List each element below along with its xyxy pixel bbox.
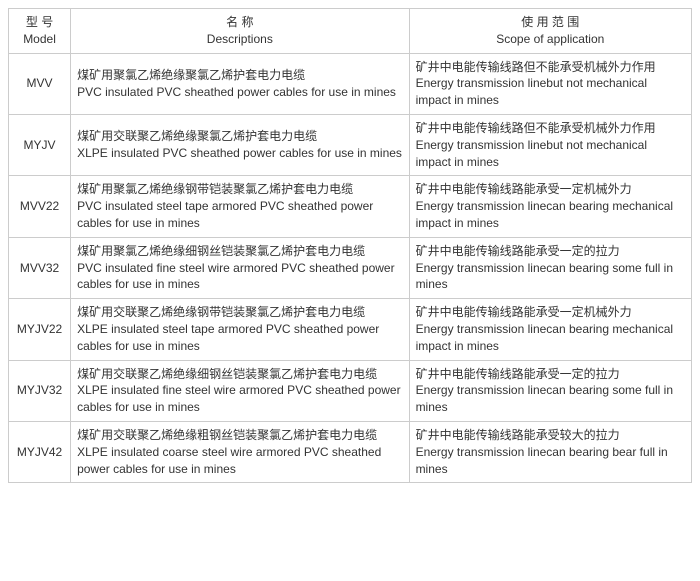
cell-scope: 矿井中电能传输线路但不能承受机械外力作用 Energy transmission …	[409, 53, 691, 114]
table-row: MYJV32 煤矿用交联聚乙烯绝缘细钢丝铠装聚氯乙烯护套电力电缆 XLPE insu…	[9, 360, 692, 421]
cell-model: MVV	[9, 53, 71, 114]
cell-description: 煤矿用聚氯乙烯绝缘聚氯乙烯护套电力电缆 PVC insulated PVC she…	[71, 53, 409, 114]
cell-scope: 矿井中电能传输线路但不能承受机械外力作用 Energy transmission …	[409, 114, 691, 175]
cable-spec-table: 型 号 Model 名 称 Descriptions 使 用 范 围 Scope…	[8, 8, 692, 483]
scope-en: Energy transmission linebut not mechanic…	[416, 76, 647, 107]
cell-description: 煤矿用交联聚乙烯绝缘粗钢丝铠装聚氯乙烯护套电力电缆 XLPE insulated …	[71, 421, 409, 482]
table-row: MVV22 煤矿用聚氯乙烯绝缘钢带铠装聚氯乙烯护套电力电缆 PVC insulate…	[9, 176, 692, 237]
header-scope-zh: 使 用 范 围	[521, 15, 579, 29]
header-desc-zh: 名 称	[226, 15, 253, 29]
scope-zh: 矿井中电能传输线路能承受一定机械外力	[416, 305, 632, 319]
scope-zh: 矿井中电能传输线路能承受一定机械外力	[416, 182, 632, 196]
desc-en: PVC insulated PVC sheathed power cables …	[77, 85, 396, 99]
desc-zh: 煤矿用交联聚乙烯绝缘细钢丝铠装聚氯乙烯护套电力电缆	[77, 367, 377, 381]
desc-zh: 煤矿用聚氯乙烯绝缘钢带铠装聚氯乙烯护套电力电缆	[77, 182, 353, 196]
desc-en: XLPE insulated coarse steel wire armored…	[77, 445, 381, 476]
header-model-zh: 型 号	[26, 15, 53, 29]
cell-model: MYJV	[9, 114, 71, 175]
scope-en: Energy transmission linebut not mechanic…	[416, 138, 647, 169]
cell-model: MYJV32	[9, 360, 71, 421]
cell-scope: 矿井中电能传输线路能承受一定机械外力 Energy transmission li…	[409, 176, 691, 237]
desc-en: XLPE insulated fine steel wire armored P…	[77, 383, 401, 414]
cell-description: 煤矿用聚氯乙烯绝缘细钢丝铠装聚氯乙烯护套电力电缆 PVC insulated fi…	[71, 237, 409, 298]
header-model-en: Model	[23, 32, 56, 46]
header-scope: 使 用 范 围 Scope of application	[409, 9, 691, 54]
scope-en: Energy transmission linecan bearing mech…	[416, 199, 673, 230]
cell-description: 煤矿用聚氯乙烯绝缘钢带铠装聚氯乙烯护套电力电缆 PVC insulated ste…	[71, 176, 409, 237]
scope-en: Energy transmission linecan bearing some…	[416, 383, 673, 414]
desc-en: XLPE insulated steel tape armored PVC sh…	[77, 322, 379, 353]
table-row: MYJV 煤矿用交联聚乙烯绝缘聚氯乙烯护套电力电缆 XLPE insulated P…	[9, 114, 692, 175]
cell-model: MVV22	[9, 176, 71, 237]
cell-model: MYJV42	[9, 421, 71, 482]
header-desc: 名 称 Descriptions	[71, 9, 409, 54]
table-header-row: 型 号 Model 名 称 Descriptions 使 用 范 围 Scope…	[9, 9, 692, 54]
scope-en: Energy transmission linecan bearing some…	[416, 261, 673, 292]
cell-model: MYJV22	[9, 299, 71, 360]
desc-zh: 煤矿用聚氯乙烯绝缘聚氯乙烯护套电力电缆	[77, 68, 305, 82]
desc-zh: 煤矿用交联聚乙烯绝缘聚氯乙烯护套电力电缆	[77, 129, 317, 143]
desc-en: PVC insulated steel tape armored PVC she…	[77, 199, 373, 230]
desc-en: XLPE insulated PVC sheathed power cables…	[77, 146, 402, 160]
header-model: 型 号 Model	[9, 9, 71, 54]
desc-zh: 煤矿用聚氯乙烯绝缘细钢丝铠装聚氯乙烯护套电力电缆	[77, 244, 365, 258]
cell-description: 煤矿用交联聚乙烯绝缘细钢丝铠装聚氯乙烯护套电力电缆 XLPE insulated …	[71, 360, 409, 421]
header-scope-en: Scope of application	[496, 32, 604, 46]
table-body: MVV 煤矿用聚氯乙烯绝缘聚氯乙烯护套电力电缆 PVC insulated PVC …	[9, 53, 692, 483]
table-row: MYJV42 煤矿用交联聚乙烯绝缘粗钢丝铠装聚氯乙烯护套电力电缆 XLPE insu…	[9, 421, 692, 482]
scope-en: Energy transmission linecan bearing bear…	[416, 445, 668, 476]
desc-zh: 煤矿用交联聚乙烯绝缘粗钢丝铠装聚氯乙烯护套电力电缆	[77, 428, 377, 442]
cell-description: 煤矿用交联聚乙烯绝缘聚氯乙烯护套电力电缆 XLPE insulated PVC s…	[71, 114, 409, 175]
cell-model: MVV32	[9, 237, 71, 298]
table-row: MVV 煤矿用聚氯乙烯绝缘聚氯乙烯护套电力电缆 PVC insulated PVC …	[9, 53, 692, 114]
scope-zh: 矿井中电能传输线路但不能承受机械外力作用	[416, 121, 656, 135]
cell-scope: 矿井中电能传输线路能承受较大的拉力 Energy transmission lin…	[409, 421, 691, 482]
scope-zh: 矿井中电能传输线路但不能承受机械外力作用	[416, 60, 656, 74]
header-desc-en: Descriptions	[207, 32, 273, 46]
table-row: MVV32 煤矿用聚氯乙烯绝缘细钢丝铠装聚氯乙烯护套电力电缆 PVC insulat…	[9, 237, 692, 298]
scope-zh: 矿井中电能传输线路能承受较大的拉力	[416, 428, 620, 442]
scope-zh: 矿井中电能传输线路能承受一定的拉力	[416, 367, 620, 381]
desc-zh: 煤矿用交联聚乙烯绝缘钢带铠装聚氯乙烯护套电力电缆	[77, 305, 365, 319]
cell-scope: 矿井中电能传输线路能承受一定的拉力 Energy transmission lin…	[409, 237, 691, 298]
scope-en: Energy transmission linecan bearing mech…	[416, 322, 673, 353]
cell-description: 煤矿用交联聚乙烯绝缘钢带铠装聚氯乙烯护套电力电缆 XLPE insulated s…	[71, 299, 409, 360]
table-row: MYJV22 煤矿用交联聚乙烯绝缘钢带铠装聚氯乙烯护套电力电缆 XLPE insul…	[9, 299, 692, 360]
cell-scope: 矿井中电能传输线路能承受一定的拉力 Energy transmission lin…	[409, 360, 691, 421]
desc-en: PVC insulated fine steel wire armored PV…	[77, 261, 395, 292]
scope-zh: 矿井中电能传输线路能承受一定的拉力	[416, 244, 620, 258]
cell-scope: 矿井中电能传输线路能承受一定机械外力 Energy transmission li…	[409, 299, 691, 360]
